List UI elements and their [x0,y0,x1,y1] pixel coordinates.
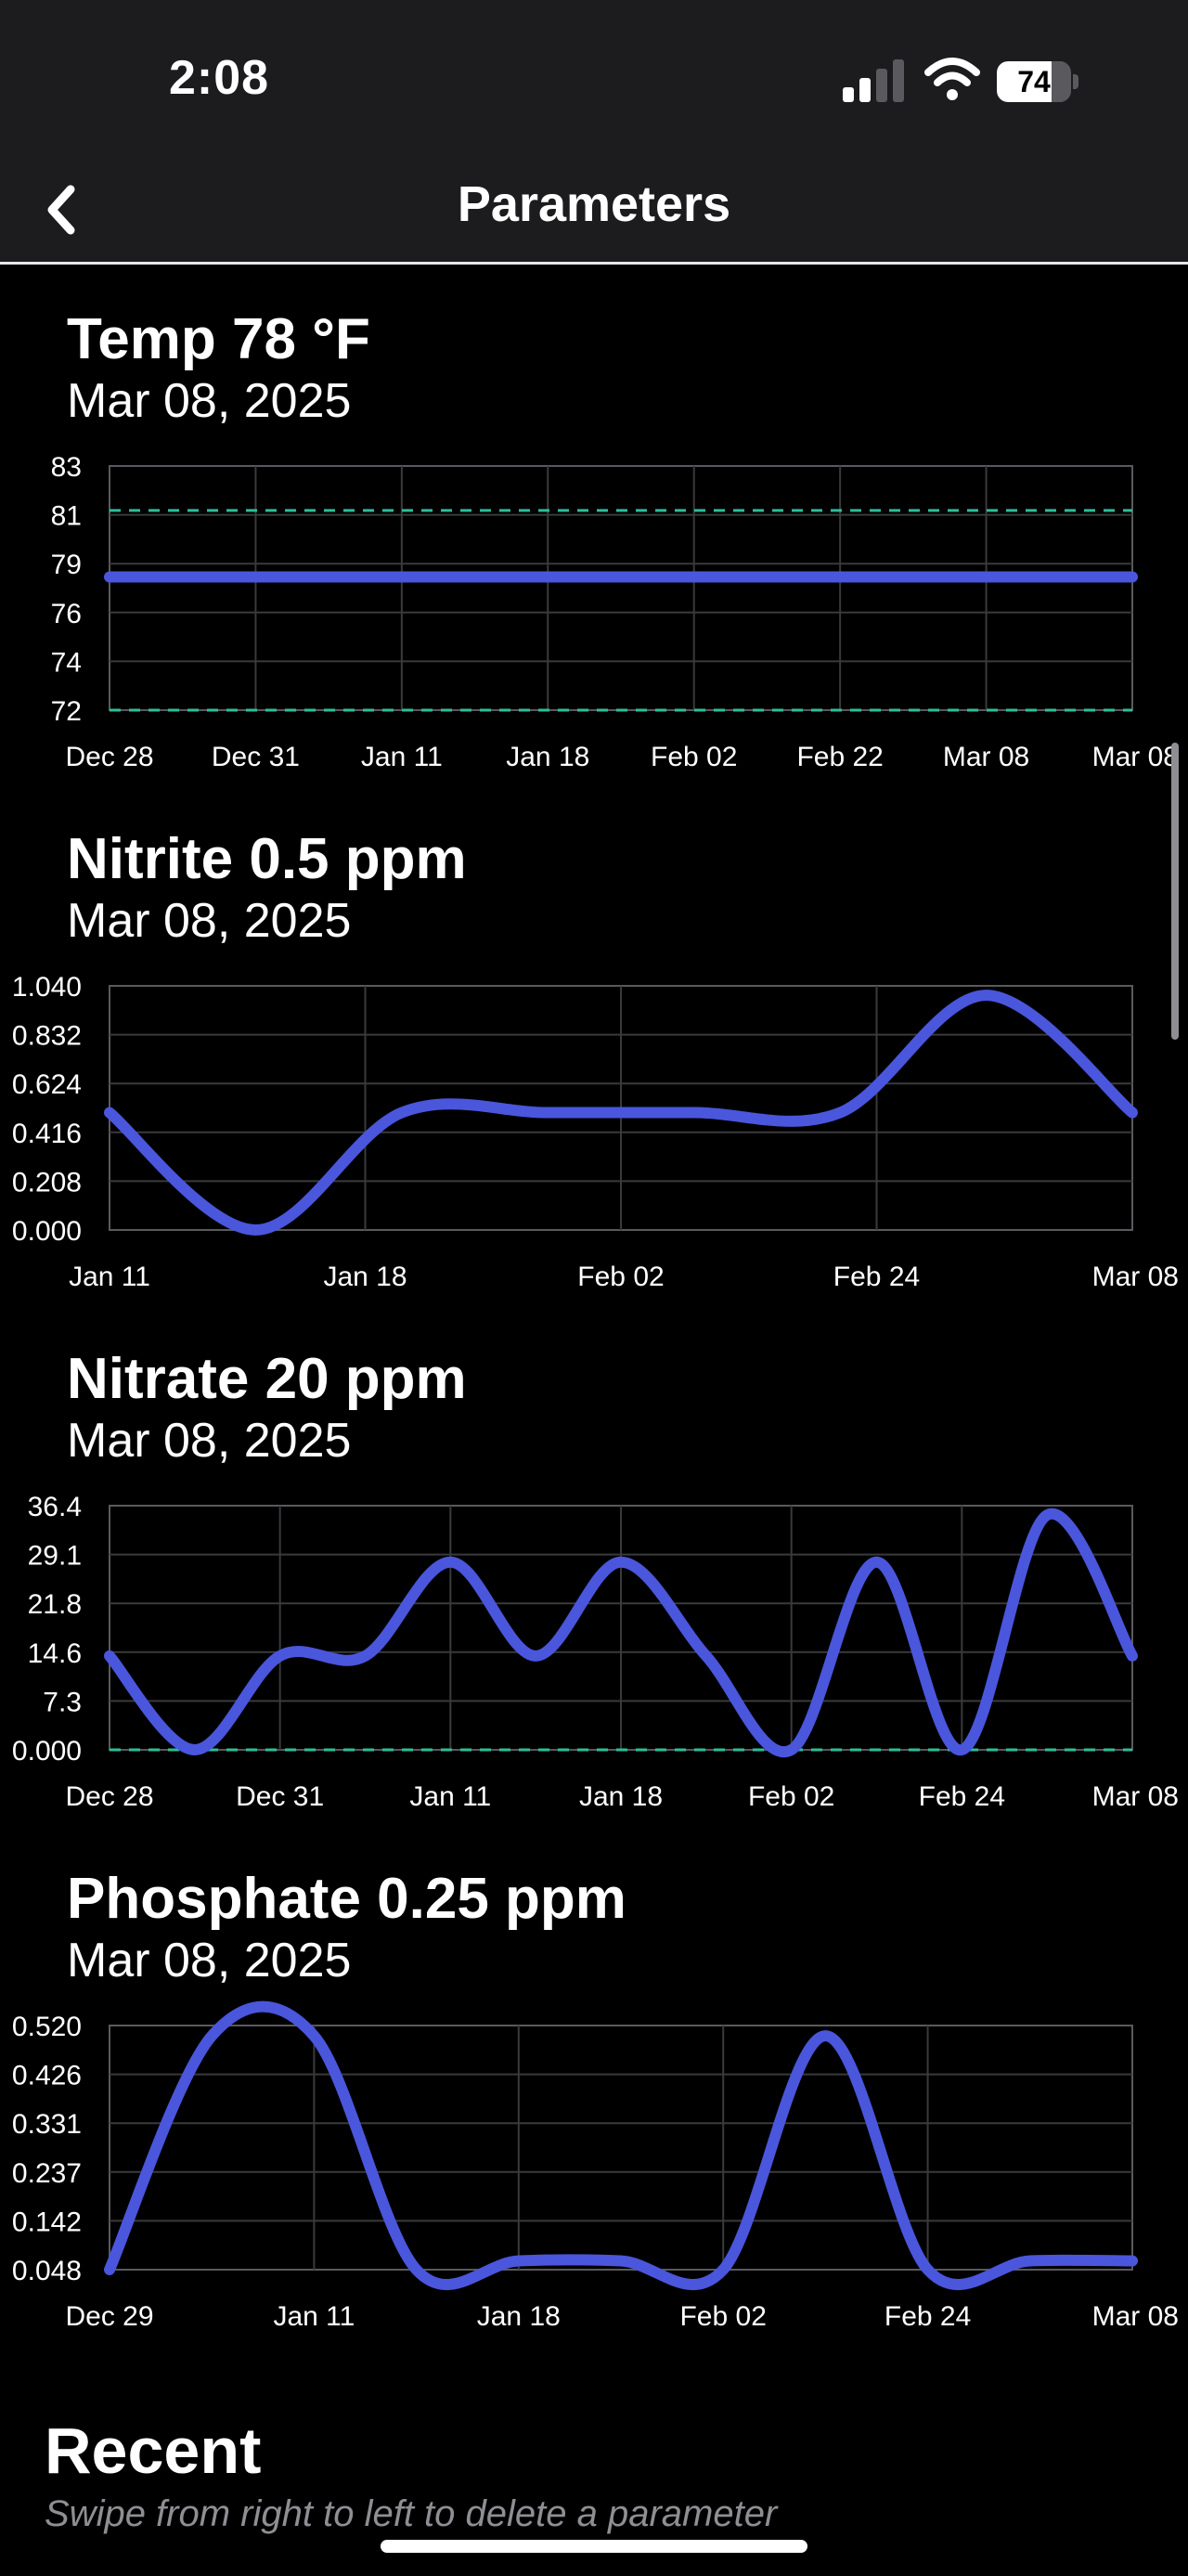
parameter-date: Mar 08, 2025 [67,374,352,428]
navigation-bar: Parameters [0,158,1188,265]
plot-frame [109,2025,1133,2271]
x-tick-label: Feb 02 [679,2301,766,2332]
x-tick-label: Dec 28 [65,1781,153,1812]
x-tick-label: Jan 18 [506,742,589,772]
back-button[interactable] [33,163,108,256]
x-tick-label: Mar 08 [1092,742,1179,772]
x-tick-label: Feb 22 [796,742,883,772]
y-tick-label: 0.416 [12,1119,82,1149]
x-tick-label: Mar 08 [1092,1781,1179,1812]
x-tick-label: Dec 28 [65,742,153,772]
cellular-signal-icon [843,59,904,102]
y-tick-label: 1.040 [12,972,82,1003]
recent-hint: Swipe from right to left to delete a par… [45,2493,778,2534]
x-tick-label: Jan 18 [579,1781,663,1812]
series-line [104,1508,1138,1758]
y-tick-label: 0.142 [12,2207,82,2237]
x-tick-label: Dec 31 [236,1781,324,1812]
x-tick-label: Feb 02 [748,1781,834,1812]
chevron-left-icon [47,185,75,235]
y-tick-label: 0.832 [12,1021,82,1052]
series-line [104,990,1138,1236]
recent-heading: Recent [45,2414,262,2487]
y-tick-label: 0.048 [12,2256,82,2286]
nitrite-chart: 1.040 0.832 0.624 0.416 0.208 0.000 Jan 11 Jan … [12,972,1179,1292]
phosphate-chart: 0.520 0.426 0.331 0.237 0.142 0.048 Dec 29 Jan … [12,2000,1179,2332]
x-tick-label: Jan 18 [477,2301,561,2332]
x-tick-label: Mar 08 [943,742,1029,772]
plot-frame [109,465,1133,711]
y-tick-label: 7.3 [43,1687,82,1717]
y-tick-label: 81 [51,501,82,532]
y-tick-label: 72 [51,696,82,727]
y-tick-label: 29.1 [28,1541,82,1572]
page-title: Parameters [457,176,731,232]
y-tick-label: 83 [51,452,82,483]
x-tick-label: Feb 24 [833,1262,920,1292]
temp-chart: 83 81 79 76 74 72 Dec 28 Dec 31 Jan 11 Jan 18 Feb … [51,452,1179,772]
x-tick-label: Feb 02 [651,742,737,772]
battery-fill [997,61,1052,102]
y-tick-label: 0.520 [12,2012,82,2042]
status-time: 2:08 [169,51,270,105]
battery-percent: 74 [1017,65,1051,98]
parameter-title: Phosphate 0.25 ppm [67,1867,626,1931]
x-tick-label: Feb 02 [577,1262,664,1292]
scroll-indicator[interactable] [1171,743,1179,1040]
parameter-title: Nitrate 20 ppm [67,1347,467,1411]
series-line [104,2000,1138,2291]
parameter-card-nitrite[interactable]: Nitrite 0.5 ppm Mar 08, 2025 1.040 0.832 0… [0,826,1188,1292]
x-tick-label: Dec 29 [65,2301,153,2332]
y-tick-label: 0.237 [12,2158,82,2189]
home-indicator[interactable] [381,2540,807,2553]
parameter-date: Mar 08, 2025 [67,894,352,948]
x-tick-label: Jan 11 [409,1781,491,1812]
y-tick-label: 0.331 [12,2109,82,2140]
parameter-card-nitrate[interactable]: Nitrate 20 ppm Mar 08, 2025 36.4 29.1 21.8… [0,1346,1188,1812]
parameter-date: Mar 08, 2025 [67,1414,352,1468]
x-tick-label: Feb 24 [885,2301,971,2332]
y-tick-label: 0.624 [12,1069,82,1100]
status-bar: 2:08 74 [0,0,1188,158]
x-tick-label: Jan 11 [273,2301,355,2332]
x-tick-label: Jan 11 [69,1262,150,1292]
x-tick-label: Feb 24 [919,1781,1005,1812]
parameter-card-temp[interactable]: Temp 78 °F Mar 08, 2025 83 81 79 76 74 72 Dec … [0,306,1188,772]
x-tick-label: Mar 08 [1092,1262,1179,1292]
x-tick-label: Jan 18 [323,1262,407,1292]
y-tick-label: 36.4 [28,1492,82,1522]
x-tick-label: Jan 11 [361,742,443,772]
y-tick-label: 0.000 [12,1736,82,1767]
y-tick-label: 79 [51,550,82,580]
nitrate-chart: 36.4 29.1 21.8 14.6 7.3 0.000 Dec 28 Dec 31 Jan … [12,1492,1179,1812]
y-tick-label: 74 [51,647,82,678]
y-tick-label: 0.426 [12,2061,82,2091]
y-tick-label: 14.6 [28,1638,82,1669]
parameter-date: Mar 08, 2025 [67,1934,352,1987]
parameter-title: Nitrite 0.5 ppm [67,827,467,891]
y-tick-label: 21.8 [28,1589,82,1620]
y-tick-label: 0.208 [12,1167,82,1197]
parameter-card-phosphate[interactable]: Phosphate 0.25 ppm Mar 08, 2025 0.520 0.4… [0,1866,1188,2332]
parameter-title: Temp 78 °F [67,307,370,371]
wifi-icon [924,58,980,100]
x-tick-label: Dec 31 [212,742,300,772]
battery-icon: 74 [997,61,1080,102]
y-tick-label: 0.000 [12,1216,82,1247]
x-tick-label: Mar 08 [1092,2301,1179,2332]
y-tick-label: 76 [51,599,82,629]
